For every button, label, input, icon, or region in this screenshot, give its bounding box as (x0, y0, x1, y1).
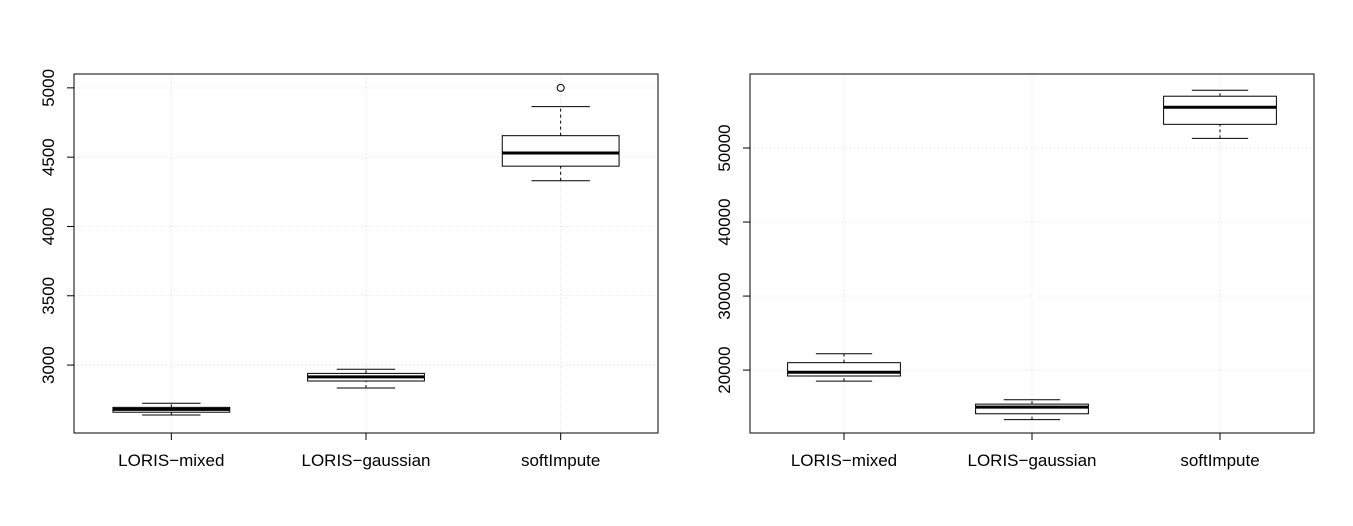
x-category-label: LORIS−gaussian (302, 451, 431, 470)
x-category-label: LORIS−gaussian (968, 451, 1097, 470)
boxplot-right: 20000 30000 40000 50000 LORIS−mixed LORIS−gau… (715, 73, 1315, 470)
x-category-label: softImpute (1180, 451, 1259, 470)
y-tick-label: 3000 (39, 346, 58, 384)
box-iqr (975, 403, 1089, 415)
boxplot-left: 3000 3500 4000 4500 5000 LORIS−mixed LORIS−gau… (39, 69, 659, 470)
box-iqr (787, 362, 901, 377)
x-category-label: LORIS−mixed (118, 451, 224, 470)
outlier-point (556, 83, 565, 92)
x-category-label: softImpute (521, 451, 600, 470)
box-iqr (1163, 95, 1277, 125)
y-tick-label: 4000 (39, 208, 58, 246)
x-category-label: LORIS−mixed (791, 451, 897, 470)
y-tick-label: 50000 (715, 124, 734, 171)
y-tick-label: 5000 (39, 69, 58, 107)
y-tick-label: 30000 (715, 272, 734, 319)
box-iqr (501, 135, 620, 167)
y-tick-label: 3500 (39, 277, 58, 315)
plot-frame (749, 73, 1315, 434)
y-tick-label: 4500 (39, 138, 58, 176)
y-tick-label: 40000 (715, 198, 734, 245)
y-tick-label: 20000 (715, 346, 734, 393)
